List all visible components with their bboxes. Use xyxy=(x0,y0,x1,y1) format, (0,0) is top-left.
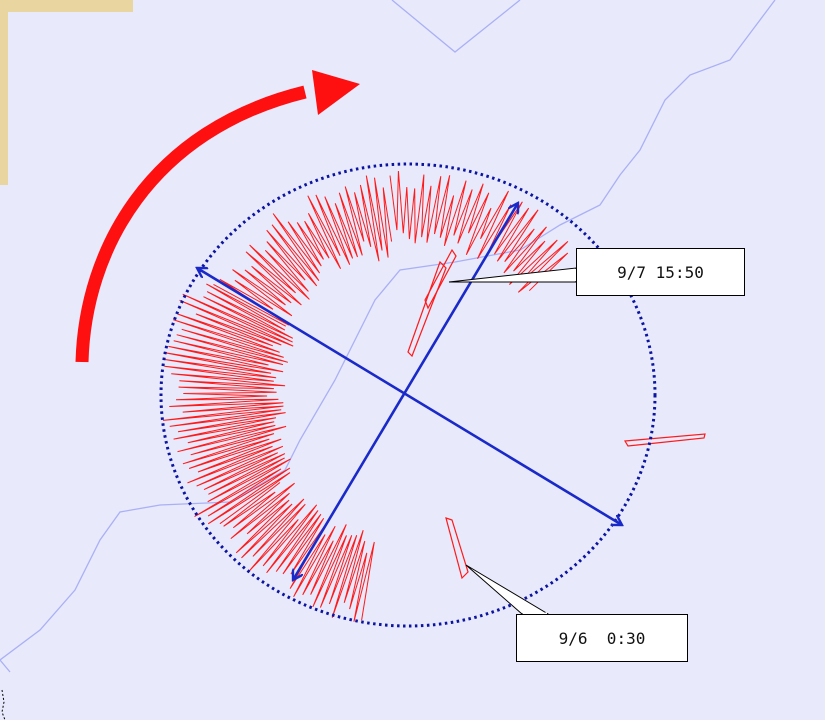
track-zigzag xyxy=(162,170,569,622)
callout-1-pointer xyxy=(448,267,577,283)
inset-map-edge xyxy=(0,12,8,185)
diameter-arrow-2 xyxy=(293,203,518,580)
callout-2-pointer xyxy=(465,564,550,615)
callout-end-time-label: 9/7 15:50 xyxy=(617,262,704,282)
rotation-arrow-shaft xyxy=(75,85,307,363)
coastline-stub xyxy=(0,659,11,673)
callout-start-time: 9/6 0:30 xyxy=(516,614,688,662)
track-fragment-east xyxy=(623,433,706,447)
callout-end-time: 9/7 15:50 xyxy=(576,248,745,296)
callout-start-time-label: 9/6 0:30 xyxy=(558,628,646,648)
track-band xyxy=(162,170,569,622)
track-fragment-inner-1 xyxy=(407,260,447,358)
rotation-arrow xyxy=(75,70,360,363)
inset-map-cover xyxy=(8,12,133,185)
coastline-top xyxy=(391,0,521,53)
track-fragment-inner-2 xyxy=(424,248,457,310)
rotation-arrow-head xyxy=(312,70,360,115)
dotted-circle xyxy=(159,162,657,628)
track-fragments xyxy=(407,248,706,580)
edge-mark xyxy=(1,689,6,720)
track-fragment-start xyxy=(445,517,469,580)
